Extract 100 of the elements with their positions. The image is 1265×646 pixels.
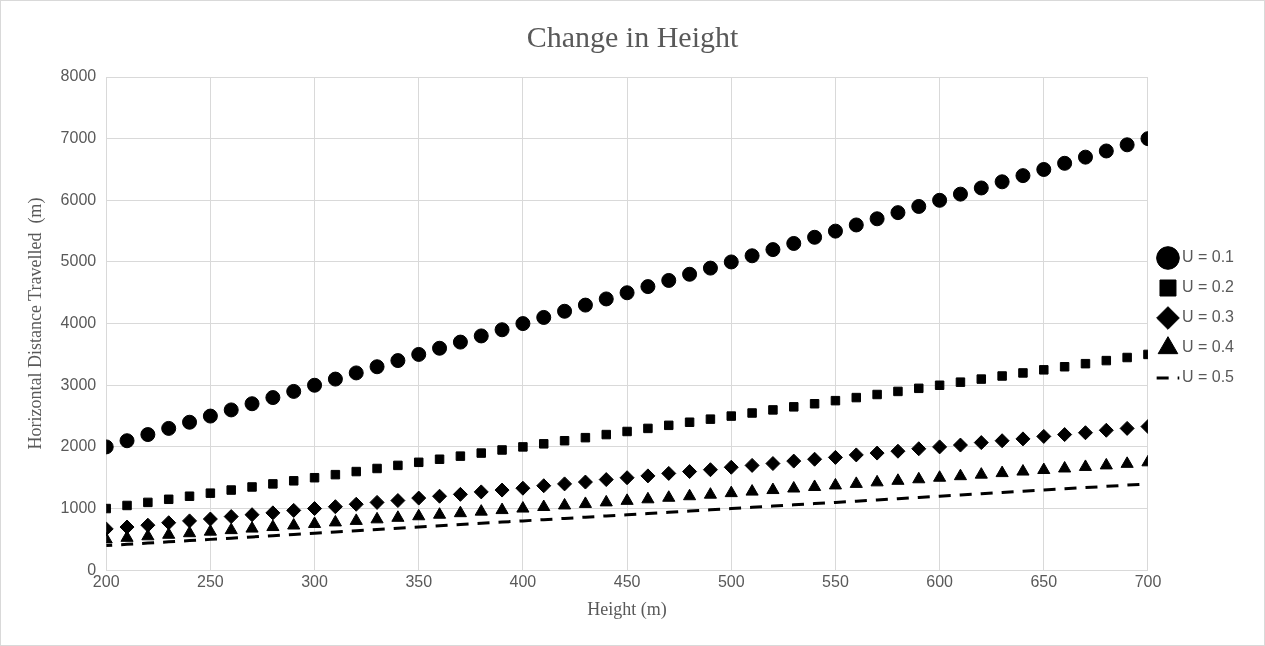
point [518, 442, 528, 452]
point [182, 414, 198, 430]
legend-label: U = 0.2 [1181, 278, 1235, 296]
point [598, 291, 614, 307]
point [140, 517, 156, 533]
point [973, 180, 989, 196]
point [848, 447, 864, 463]
point [934, 380, 945, 390]
legend-label: U = 0.1 [1181, 248, 1235, 266]
point [372, 463, 382, 474]
x-tick-label: 650 [1030, 573, 1058, 591]
point [122, 500, 132, 511]
point [1058, 460, 1072, 473]
point [351, 466, 361, 477]
point [1057, 427, 1073, 443]
y-tick-label: 7000 [60, 129, 97, 147]
point [891, 473, 905, 485]
point [872, 389, 882, 400]
point [683, 488, 697, 501]
point [745, 484, 759, 496]
x-tick-label: 200 [92, 573, 120, 591]
point [202, 511, 218, 527]
point [640, 279, 656, 295]
point [223, 402, 239, 418]
x-tick-label: 400 [509, 573, 537, 591]
point [622, 426, 632, 437]
point [662, 490, 676, 502]
point [143, 497, 153, 508]
point [580, 432, 591, 443]
legend-label: U = 0.4 [1181, 338, 1235, 356]
point [223, 509, 239, 525]
point [330, 469, 341, 480]
point [912, 471, 926, 484]
point [349, 513, 363, 525]
point [890, 443, 906, 459]
x-tick-label: 250 [197, 573, 224, 591]
y-tick-label: 4000 [60, 314, 97, 332]
point [516, 501, 530, 513]
x-tick-label: 350 [405, 573, 433, 591]
point [476, 448, 486, 458]
point [348, 496, 364, 512]
point [744, 457, 760, 473]
point [809, 399, 820, 409]
point [577, 474, 593, 490]
point [955, 377, 966, 387]
point [890, 205, 906, 221]
point [848, 217, 864, 233]
y-tick-label: 3000 [60, 375, 97, 393]
point [619, 285, 635, 301]
point [827, 449, 843, 465]
point [494, 482, 510, 498]
point [559, 435, 570, 446]
point [433, 507, 447, 519]
point [1018, 368, 1028, 378]
point [766, 482, 780, 495]
point [1036, 428, 1052, 444]
point [244, 507, 260, 523]
point [643, 423, 653, 434]
point [182, 525, 197, 538]
point [327, 371, 343, 387]
point [1078, 459, 1093, 471]
point [391, 510, 405, 522]
point [702, 260, 718, 276]
point [765, 456, 781, 472]
point [599, 494, 613, 507]
point [1119, 137, 1135, 153]
point [202, 408, 218, 424]
point [412, 508, 426, 521]
point [994, 174, 1010, 190]
x-tick-label: 500 [717, 573, 745, 591]
point [1057, 155, 1073, 171]
point [1077, 149, 1093, 165]
point [494, 322, 510, 338]
point [286, 383, 302, 399]
point [827, 223, 843, 239]
x-tick-label: 600 [926, 573, 954, 591]
point [682, 266, 698, 282]
point [1039, 365, 1049, 375]
point [495, 502, 509, 515]
y-tick-label: 5000 [60, 252, 97, 270]
x-axis-title: Height (m) [587, 598, 667, 620]
point [536, 309, 552, 325]
point [974, 467, 988, 479]
point [705, 414, 716, 424]
point [413, 457, 424, 468]
point [328, 514, 342, 527]
point [455, 451, 466, 461]
point [933, 470, 947, 482]
point [577, 297, 593, 313]
point [265, 505, 281, 521]
point [557, 303, 573, 319]
point [765, 242, 781, 258]
point [1080, 358, 1091, 369]
point [702, 462, 718, 478]
point [307, 501, 323, 517]
point [997, 371, 1007, 381]
y-tick-label: 6000 [60, 190, 97, 208]
point [1101, 355, 1112, 366]
point [286, 502, 302, 518]
point [932, 439, 948, 455]
